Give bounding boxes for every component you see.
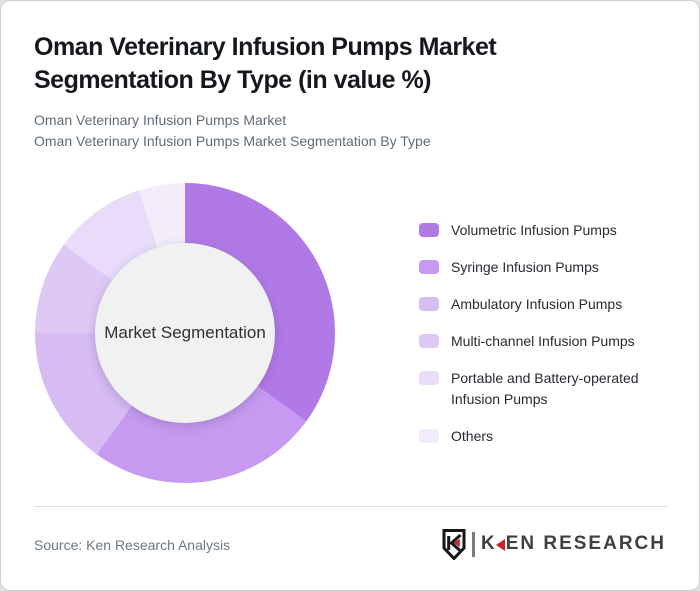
ken-research-shield-icon — [442, 528, 466, 560]
legend-item-multichannel: Multi-channel Infusion Pumps — [419, 331, 671, 352]
legend-swatch-icon — [419, 260, 439, 274]
ken-research-logo: K EN RESEARCH — [442, 528, 666, 560]
page-title-line1: Oman Veterinary Infusion Pumps Market — [34, 33, 497, 61]
subtitle-line1: Oman Veterinary Infusion Pumps Market — [34, 112, 287, 128]
legend-label: Others — [451, 428, 494, 444]
legend-item-volumetric: Volumetric Infusion Pumps — [419, 220, 671, 241]
legend-swatch-icon — [419, 223, 439, 237]
legend-item-ambulatory: Ambulatory Infusion Pumps — [419, 294, 671, 315]
legend-label: Syringe Infusion Pumps — [451, 259, 599, 275]
legend-item-portable: Portable and Battery-operated Infusion P… — [419, 368, 671, 410]
legend-item-syringe: Syringe Infusion Pumps — [419, 257, 671, 278]
brand-rest: EN RESEARCH — [505, 533, 666, 554]
legend-swatch-icon — [419, 297, 439, 311]
donut-center-label: Market Segmentation — [104, 323, 266, 342]
donut-chart-hole: Market Segmentation — [95, 243, 275, 423]
legend-label: Volumetric Infusion Pumps — [451, 222, 617, 238]
chart-legend: Volumetric Infusion Pumps Syringe Infusi… — [419, 220, 671, 463]
page-subtitle: Oman Veterinary Infusion Pumps Market Om… — [34, 110, 654, 152]
legend-swatch-icon — [419, 371, 439, 385]
logo-separator — [471, 531, 475, 557]
page-title-line2: Segmentation By Type (in value %) — [34, 66, 432, 94]
donut-chart: Market Segmentation — [35, 183, 335, 483]
footer-divider — [34, 506, 668, 507]
legend-item-others: Others — [419, 426, 671, 447]
legend-label: Portable and Battery-operated Infusion P… — [451, 370, 639, 407]
legend-swatch-icon — [419, 429, 439, 443]
source-note: Source: Ken Research Analysis — [34, 537, 231, 553]
page-title: Oman Veterinary Infusion Pumps Market Se… — [34, 31, 594, 97]
legend-swatch-icon — [419, 334, 439, 348]
brand-letter-k: K — [480, 533, 497, 554]
legend-label: Multi-channel Infusion Pumps — [451, 333, 635, 349]
brand-wordmark: K EN RESEARCH — [481, 533, 666, 555]
red-triangle-icon — [495, 538, 505, 551]
legend-label: Ambulatory Infusion Pumps — [451, 296, 623, 312]
subtitle-line2: Oman Veterinary Infusion Pumps Market Se… — [34, 133, 431, 149]
